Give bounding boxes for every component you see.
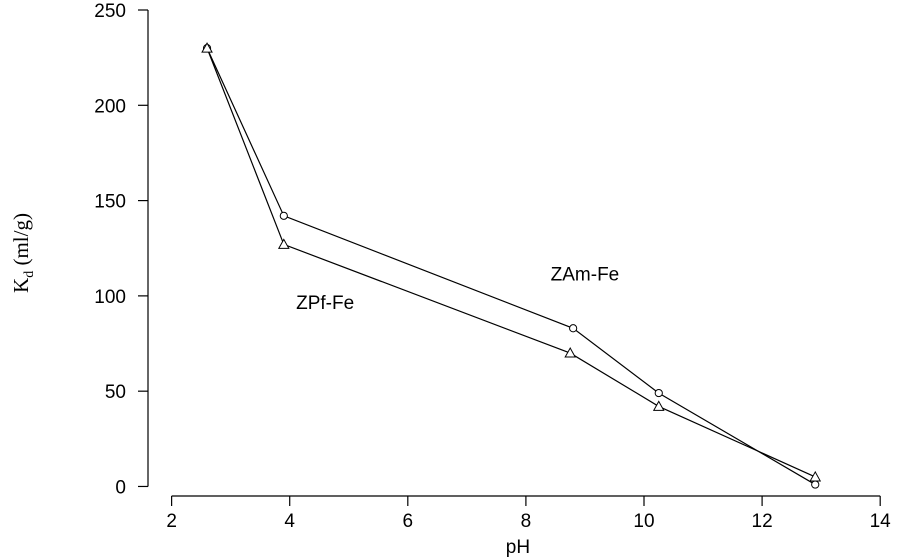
series-line-zam-fe	[206, 47, 816, 486]
y-axis-label-main: K	[9, 278, 33, 293]
y-axis-label-subscript: d	[22, 271, 37, 278]
series-label-zam-fe: ZAm-Fe	[551, 265, 620, 286]
data-point-zam-fe	[569, 324, 578, 333]
data-point-zpf-fe	[201, 42, 213, 53]
series-label-zpf-fe: ZPf-Fe	[296, 293, 354, 314]
y-tick-label: 50	[105, 382, 126, 403]
x-axis-label: pH	[506, 537, 530, 557]
labels-layer: pH Kd (ml/g) ZAm-Fe ZPf-Fe	[9, 213, 619, 557]
data-point-zam-fe	[654, 388, 663, 398]
series-zpf-fe	[201, 42, 822, 482]
x-tick-label: 12	[752, 511, 773, 532]
x-tick-label: 2	[166, 511, 177, 532]
data-point-zpf-fe	[564, 347, 577, 358]
y-axis-label: Kd (ml/g)	[9, 213, 37, 293]
data-point-zpf-fe	[277, 238, 290, 249]
series-zam-fe	[202, 44, 820, 489]
data-point-zpf-fe	[809, 470, 822, 482]
y-tick-label: 200	[94, 96, 126, 117]
x-tick-label: 10	[633, 511, 654, 532]
series-line-zpf-fe	[206, 47, 816, 478]
x-tick-label: 8	[521, 511, 532, 532]
y-ticks: 0 50 100 150 200 250	[94, 1, 148, 498]
data-point-zpf-fe	[652, 400, 665, 411]
y-tick-label: 250	[94, 1, 126, 22]
data-point-zam-fe	[811, 480, 820, 489]
x-tick-label: 4	[284, 511, 295, 532]
y-axis-label-units: (ml/g)	[9, 213, 33, 271]
series-layer	[201, 42, 822, 489]
data-point-zam-fe	[279, 211, 288, 220]
y-tick-label: 150	[94, 192, 126, 213]
x-tick-label: 14	[870, 511, 892, 532]
x-tick-label: 6	[403, 511, 414, 532]
axes: 2 4 6 8 10 12 14 0 50 100 150 200 250	[94, 1, 891, 532]
x-ticks: 2 4 6 8 10 12 14	[166, 496, 891, 532]
y-tick-label: 100	[94, 287, 126, 308]
y-tick-label: 0	[115, 477, 126, 498]
